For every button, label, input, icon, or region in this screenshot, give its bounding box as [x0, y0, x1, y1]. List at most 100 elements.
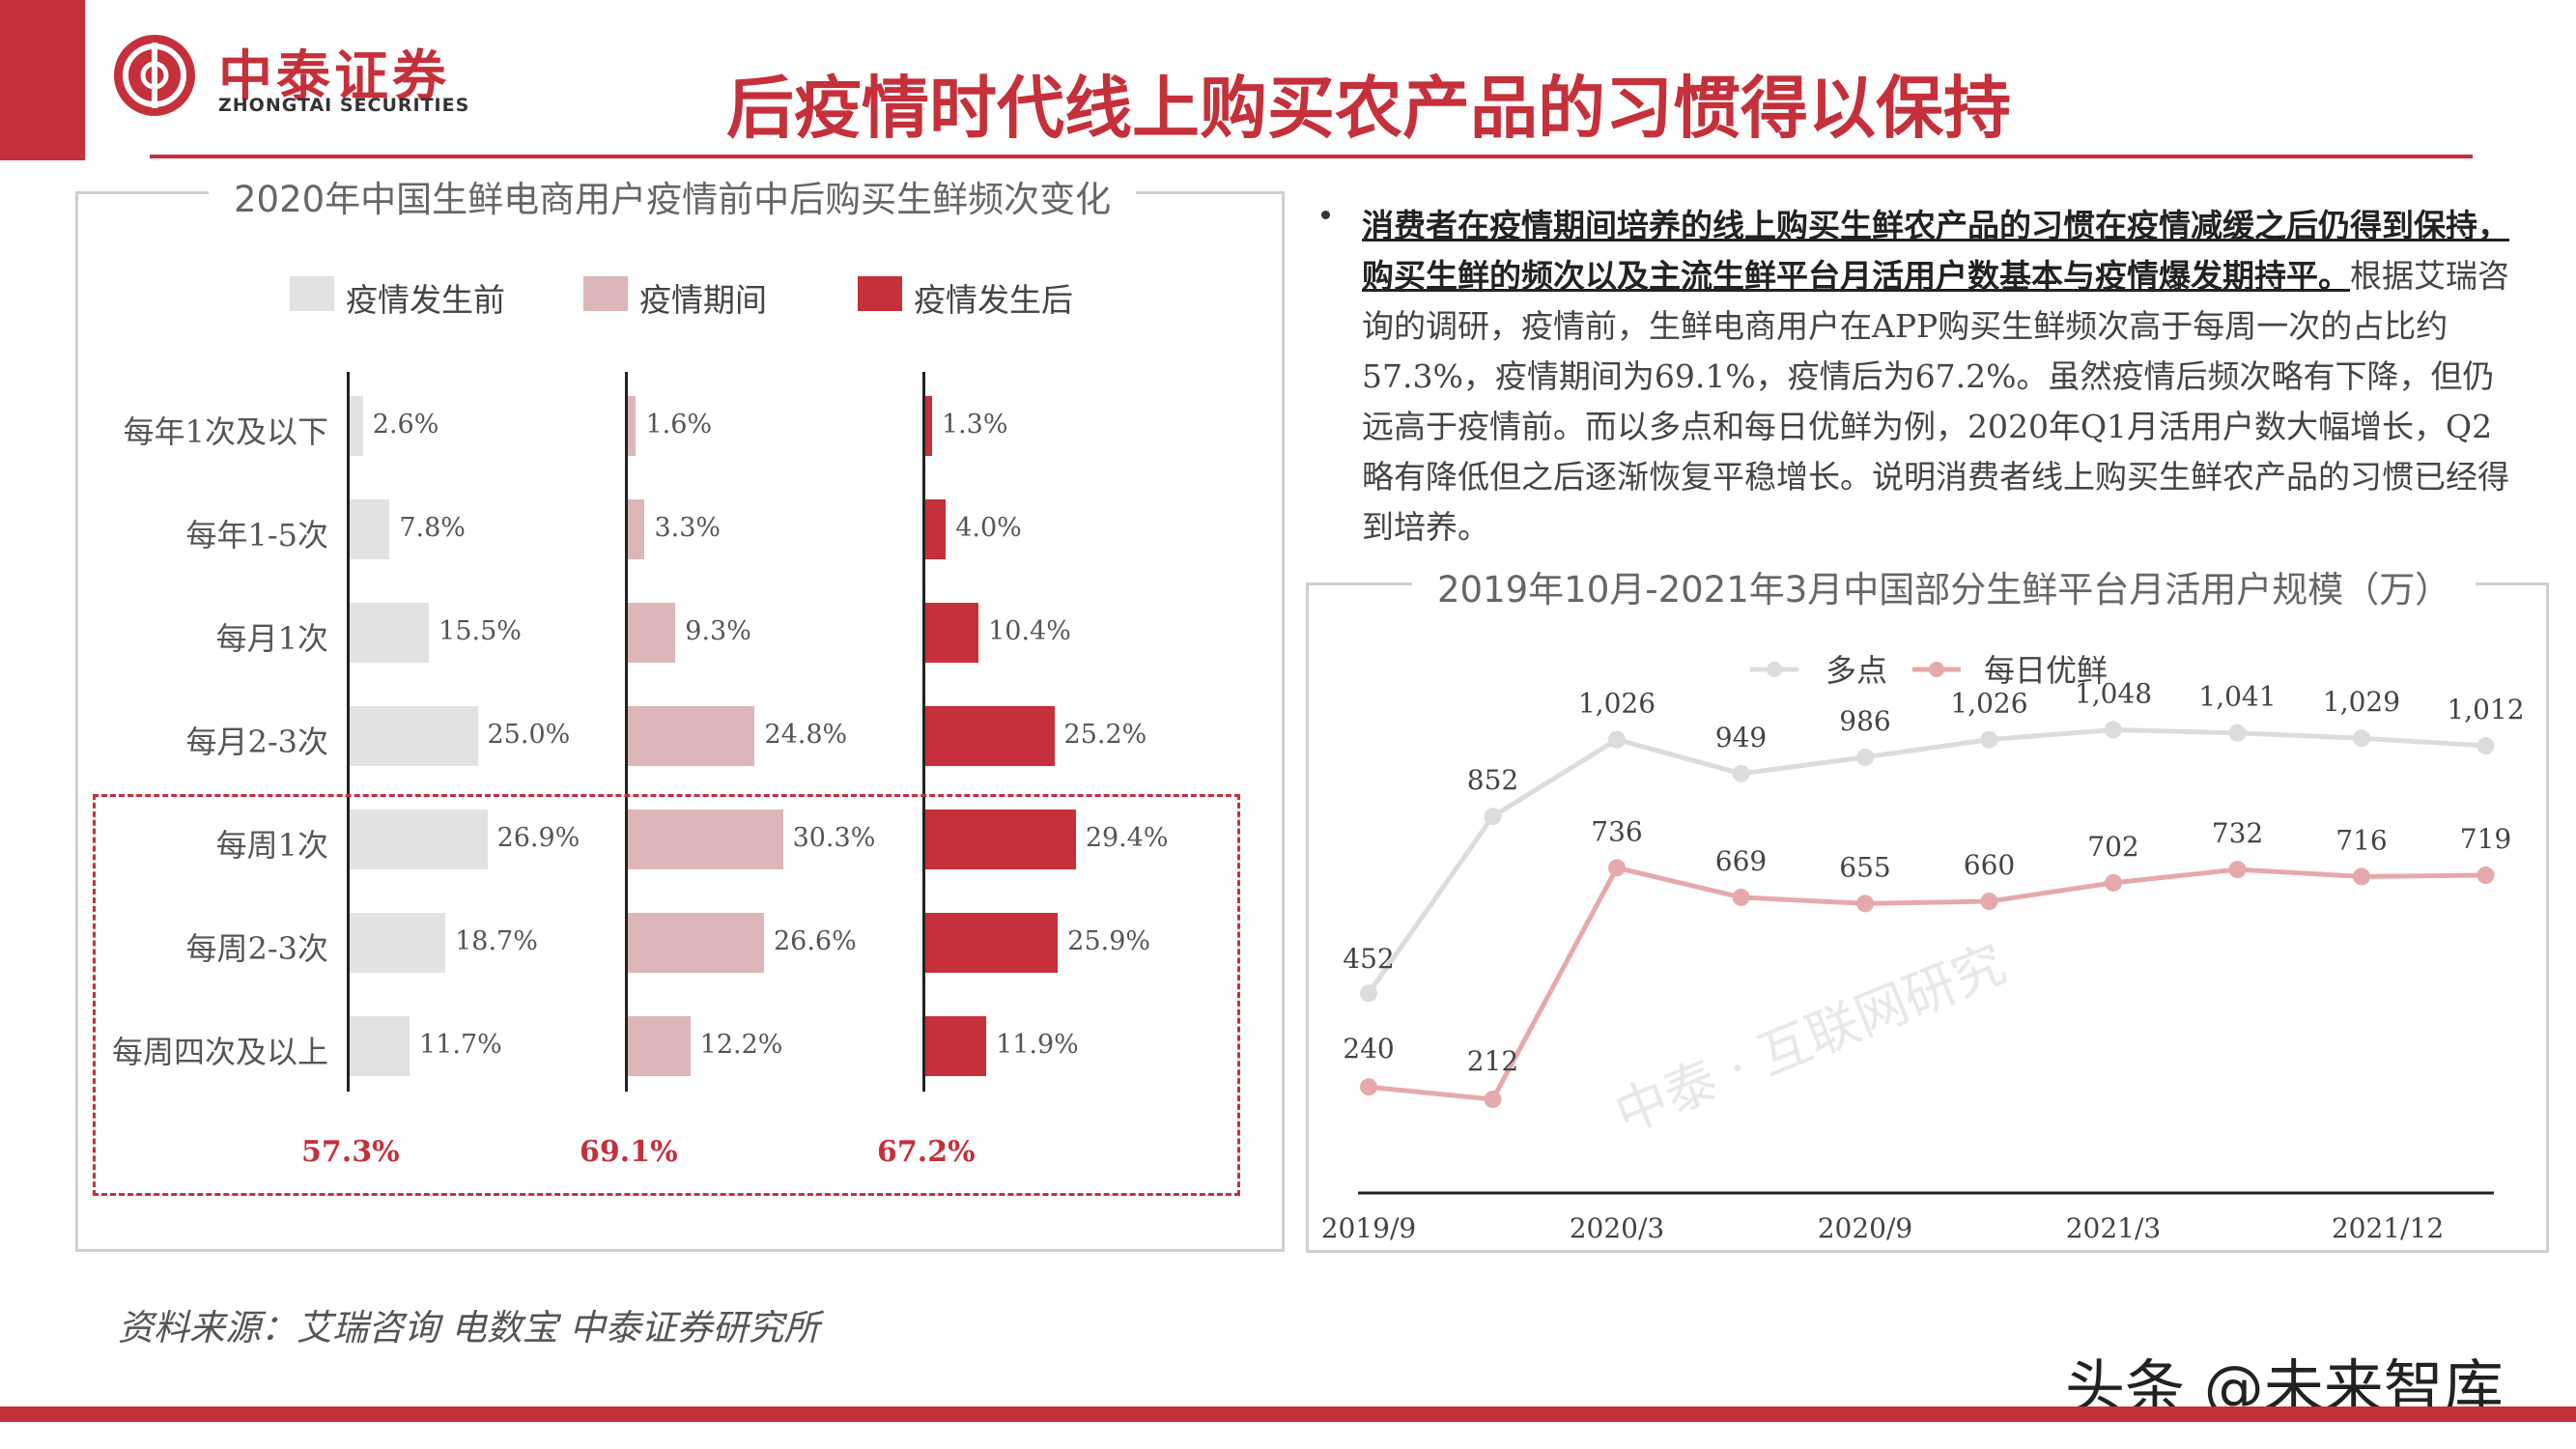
- series-point: [1484, 808, 1502, 826]
- bar-axis-line: [347, 372, 350, 1092]
- bar-value-label: 1.6%: [645, 410, 713, 440]
- point-value-label: 719: [2460, 823, 2511, 855]
- bar: [628, 396, 637, 456]
- point-value-label: 732: [2212, 817, 2263, 849]
- series-point: [1980, 730, 1998, 749]
- bar-value-label: 10.4%: [988, 616, 1071, 646]
- bar-value-label: 2.6%: [372, 410, 439, 440]
- bar: [350, 1016, 410, 1076]
- bar-axis-line: [625, 372, 628, 1092]
- bar: [925, 603, 979, 663]
- bar-value-label: 15.5%: [439, 616, 522, 646]
- bullet-icon: [1321, 211, 1330, 219]
- bar-value-label: 7.8%: [399, 513, 466, 543]
- point-value-label: 212: [1467, 1045, 1518, 1077]
- point-value-label: 1,041: [2198, 681, 2276, 713]
- series-point: [1856, 895, 1874, 913]
- point-value-label: 1,048: [2075, 678, 2152, 710]
- point-value-label: 240: [1343, 1033, 1394, 1065]
- legend-label-before: 疫情发生前: [346, 281, 505, 319]
- point-value-label: 1,029: [2323, 686, 2400, 718]
- header-accent-bar: [0, 0, 85, 160]
- bar-value-label: 1.3%: [941, 410, 1008, 440]
- legend-marker-duodian: [1767, 662, 1782, 677]
- legend-swatch-during: [583, 276, 628, 311]
- bar-value-label: 29.4%: [1085, 823, 1169, 853]
- bar: [350, 706, 478, 766]
- mau-chart-title: 2019年10月-2021年3月中国部分生鲜平台月活用户规模（万）: [1412, 560, 2477, 612]
- series-point: [2228, 724, 2247, 742]
- bar: [628, 603, 676, 663]
- x-tick-label: 2019/9: [1321, 1212, 1417, 1244]
- bar-value-label: 25.0%: [487, 720, 571, 750]
- legend-label-meiriyouxian: 每日优鲜: [1984, 652, 2108, 689]
- bar: [925, 706, 1055, 766]
- bar-value-label: 9.3%: [685, 616, 751, 646]
- bullet-highlight: 消费者在疫情期间培养的线上购买生鲜农产品的习惯在疫情减缓之后仍得到保持，购买生鲜…: [1362, 207, 2509, 295]
- series-point: [2353, 729, 2370, 748]
- point-value-label: 949: [1715, 722, 1767, 753]
- data-source-note: 资料来源：艾瑞咨询 电数宝 中泰证券研究所: [118, 1307, 820, 1349]
- bar-value-label: 26.9%: [496, 823, 580, 853]
- series-point: [2477, 867, 2495, 885]
- series-point: [1980, 893, 1998, 911]
- point-value-label: 852: [1467, 764, 1518, 796]
- bar: [925, 810, 1076, 869]
- page-title: 后疫情时代线上购买农产品的习惯得以保持: [726, 68, 2011, 148]
- category-label: 每周1次: [215, 827, 328, 864]
- series-point: [1856, 748, 1874, 766]
- point-value-label: 669: [1715, 845, 1767, 877]
- bullet-paragraph: 消费者在疫情期间培养的线上购买生鲜农产品的习惯在疫情减缓之后仍得到保持，购买生鲜…: [1362, 201, 2521, 553]
- legend-marker-meiriyouxian: [1929, 662, 1944, 677]
- series-point: [2477, 737, 2495, 755]
- legend-label-during: 疫情期间: [639, 281, 767, 319]
- bar-axis-line: [922, 372, 925, 1092]
- bar: [925, 1016, 987, 1076]
- category-label: 每周2-3次: [185, 930, 328, 967]
- point-value-label: 986: [1839, 705, 1890, 737]
- mau-line-chart: 多点 每日优鲜 中泰 · 互联网研究 452 852 1,026 949 986 1,02…: [1321, 652, 2525, 1244]
- point-value-label: 1,026: [1950, 688, 2027, 720]
- bar: [628, 913, 764, 973]
- bar-value-label: 24.8%: [764, 720, 848, 750]
- mau-chart-legend: 多点 每日优鲜: [1750, 652, 2108, 689]
- point-value-label: 660: [1964, 849, 2015, 881]
- x-tick-label: 2021/3: [2066, 1212, 2162, 1244]
- bullet-body: 根据艾瑞咨询的调研，疫情前，生鲜电商用户在APP购买生鲜频次高于每周一次的占比约…: [1362, 257, 2509, 546]
- x-tick-label: 2021/12: [2332, 1212, 2444, 1244]
- legend-label-duodian: 多点: [1826, 652, 1887, 689]
- point-value-label: 736: [1591, 815, 1642, 847]
- category-label: 每周四次及以上: [111, 1034, 328, 1070]
- series-point: [1608, 859, 1626, 877]
- series-line-0: [1366, 727, 2486, 995]
- legend-swatch-after: [858, 276, 902, 311]
- series-point: [1484, 1091, 1502, 1109]
- bar-value-label: 26.6%: [773, 926, 857, 956]
- bar-value-label: 12.2%: [699, 1030, 783, 1060]
- legend-label-after: 疫情发生后: [914, 281, 1073, 319]
- bar: [628, 1016, 691, 1076]
- logo-name-cn: 中泰证券: [218, 45, 450, 108]
- series-point: [2228, 861, 2247, 879]
- series-point: [1732, 764, 1750, 782]
- category-label: 每年1-5次: [185, 517, 328, 554]
- point-value-label: 452: [1343, 943, 1394, 975]
- weekly-highlight-box: [93, 794, 1240, 1196]
- bar: [350, 396, 363, 456]
- zhongtai-logo-icon: [114, 35, 195, 116]
- bar: [925, 499, 947, 559]
- x-tick-label: 2020/3: [1570, 1212, 1665, 1244]
- x-tick-label: 2020/9: [1818, 1212, 1913, 1244]
- weekly-total-label: 69.1%: [580, 1135, 678, 1169]
- bar-value-label: 30.3%: [792, 823, 876, 853]
- bar-value-label: 25.9%: [1067, 926, 1151, 956]
- series-point: [2105, 873, 2122, 892]
- bar: [350, 810, 488, 869]
- point-value-label: 655: [1839, 851, 1890, 883]
- frequency-chart-title: 2020年中国生鲜电商用户疫情前中后购买生鲜频次变化: [209, 170, 1137, 222]
- bar-value-label: 18.7%: [455, 926, 538, 956]
- category-label: 每年1次及以下: [123, 413, 328, 450]
- series-point: [2353, 867, 2370, 886]
- logo-name-en: ZHONGTAI SECURITIES: [218, 95, 470, 116]
- legend-swatch-before: [290, 276, 334, 311]
